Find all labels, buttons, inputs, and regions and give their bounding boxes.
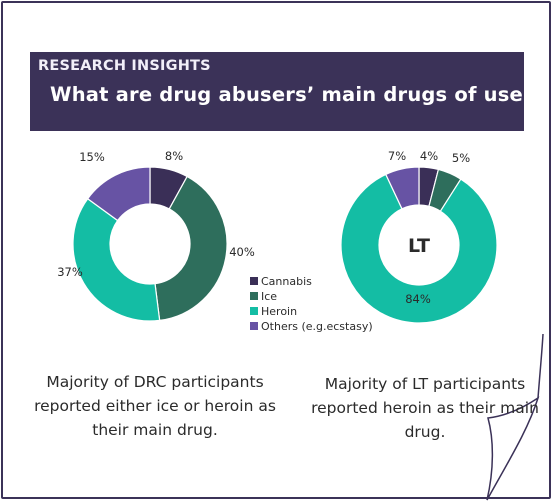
- legend-swatch-cannabis: [250, 277, 258, 285]
- legend-label-ice: Ice: [261, 290, 277, 303]
- value-label-heroin: 37%: [57, 265, 83, 279]
- legend-label-others-e-g-ecstasy: Others (e.g.ecstasy): [261, 320, 373, 333]
- value-label-cannabis: 8%: [165, 149, 183, 163]
- caption-drc: Majority of DRC participants reported ei…: [34, 373, 276, 439]
- caption-lt: Majority of LT participants reported her…: [311, 375, 539, 441]
- legend-swatch-heroin: [250, 307, 258, 315]
- legend-swatch-others-e-g-ecstasy: [250, 322, 258, 330]
- donut-slice-others-e-g-ecstasy: [384, 166, 420, 210]
- donut-center-label: LT: [408, 235, 430, 257]
- donut-chart-drc: 8% 40% 37% 15%: [57, 149, 255, 322]
- chart-legend: Cannabis Ice Heroin Others (e.g.ecstasy): [250, 275, 373, 333]
- donut-chart-lt: 4% 5% 84% 7% LT: [340, 149, 498, 324]
- donut-slice-heroin: [340, 173, 498, 324]
- value-label-ice: 5%: [452, 151, 470, 165]
- legend-swatch-ice: [250, 292, 258, 300]
- donut-slice-others-e-g-ecstasy: [86, 166, 151, 222]
- donut-slice-heroin: [72, 197, 161, 322]
- value-label-cannabis: 4%: [420, 149, 438, 163]
- value-label-heroin: 84%: [405, 292, 431, 306]
- header-title: What are drug abusers’ main drugs of use…: [50, 83, 535, 106]
- value-label-ice: 40%: [229, 245, 255, 259]
- legend-label-heroin: Heroin: [261, 305, 297, 318]
- value-label-others-e-g-ecstasy: 15%: [79, 150, 105, 164]
- donut-slice-ice: [154, 175, 228, 322]
- legend-label-cannabis: Cannabis: [261, 275, 312, 288]
- header-banner: RESEARCH INSIGHTS What are drug abusers’…: [30, 52, 534, 131]
- header-kicker: RESEARCH INSIGHTS: [38, 58, 211, 74]
- value-label-others-e-g-ecstasy: 7%: [388, 149, 406, 163]
- page-curl-icon: [486, 333, 544, 501]
